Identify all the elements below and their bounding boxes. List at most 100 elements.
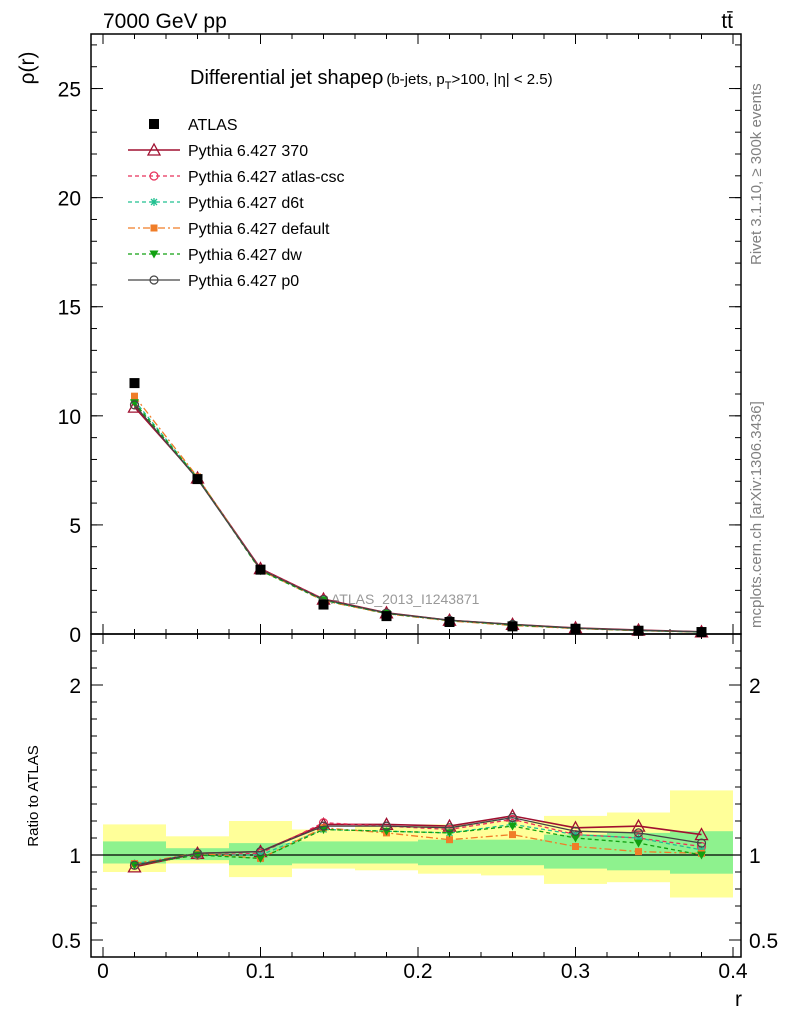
ratio-series-marker xyxy=(192,848,203,858)
ratio-y-tick-label-right: 1 xyxy=(749,845,761,868)
legend-label: Pythia 6.427 atlas-csc xyxy=(188,169,345,186)
ratio-series-marker xyxy=(318,821,329,831)
ratio-y-tick-label-left: 2 xyxy=(69,675,81,698)
ratio-series-marker-shape xyxy=(192,848,203,858)
ratio-series-marker-shape xyxy=(507,812,518,823)
ratio-y-tick-label-left: 1 xyxy=(69,845,81,868)
atlas-data-point-shape xyxy=(255,564,266,575)
ratio-series-marker-shape xyxy=(318,821,329,831)
ratio-series-marker-shape xyxy=(508,822,517,831)
x-tick-label: 0.2 xyxy=(403,960,432,983)
stat-band-bin xyxy=(418,839,481,866)
plot-title-subscript: T xyxy=(445,80,452,92)
stat-band-bin xyxy=(355,841,418,864)
legend-marker xyxy=(150,224,158,232)
ratio-series-marker-shape xyxy=(633,828,644,838)
atlas-data-point xyxy=(633,625,644,636)
analysis-watermark: ATLAS_2013_I1243871 xyxy=(331,591,480,607)
legend-entry: Pythia 6.427 d6t xyxy=(128,195,304,212)
ratio-series-marker xyxy=(130,861,139,870)
atlas-data-point-shape xyxy=(192,474,203,485)
legend-marker xyxy=(149,171,159,181)
atlas-data-point xyxy=(129,378,140,389)
atlas-data-point xyxy=(381,611,392,622)
energy-label: 7000 GeV pp xyxy=(103,10,227,33)
main-y-tick-label: 25 xyxy=(58,79,81,102)
ratio-series-marker-shape xyxy=(635,848,642,856)
ratio-series-marker-shape xyxy=(697,851,706,860)
ratio-series-marker xyxy=(446,836,453,844)
mcplots-label: mcplots.cern.ch [arXiv:1306.3436] xyxy=(748,401,765,628)
legend-entry: Pythia 6.427 370 xyxy=(128,142,308,160)
ratio-series-marker-shape xyxy=(571,834,580,843)
ratio-series-marker xyxy=(697,851,706,860)
main-series-marker-shape xyxy=(131,392,138,400)
legend-marker xyxy=(146,142,162,156)
ratio-series-marker-shape xyxy=(256,854,265,863)
x-tick-label: 0.3 xyxy=(561,960,590,983)
ratio-y-axis-label: Ratio to ATLAS xyxy=(25,745,42,846)
atlas-data-point-shape xyxy=(696,627,707,638)
atlas-data-point xyxy=(507,621,518,632)
ratio-series-marker-shape xyxy=(634,839,643,848)
atlas-data-point xyxy=(570,623,581,634)
legend-label: Pythia 6.427 d6t xyxy=(188,195,304,212)
ratio-series-line xyxy=(134,827,702,865)
ratio-series-line xyxy=(134,816,702,866)
ratio-series-marker-shape xyxy=(446,836,453,844)
main-series-marker-shape xyxy=(127,399,142,413)
ratio-series-marker xyxy=(631,818,646,832)
ratio-series-marker-shape xyxy=(572,843,579,850)
ratio-series-marker-shape xyxy=(509,831,516,839)
main-plot-panel: 0 5 10 15 20 25 ATLAS_2013_I1243871 xyxy=(58,33,742,647)
legend-marker-shape xyxy=(149,171,159,181)
x-tick-label: 0.4 xyxy=(718,960,748,983)
stat-band-bin xyxy=(481,839,544,866)
legend-label: Pythia 6.427 370 xyxy=(188,143,308,160)
main-series-line xyxy=(134,404,702,633)
ratio-series-marker xyxy=(571,834,580,843)
x-axis-label: r xyxy=(735,988,742,1011)
atlas-data-point-shape xyxy=(633,625,644,636)
ratio-series-marker xyxy=(508,822,517,831)
main-y-axis-label: ρ(r) xyxy=(16,52,39,85)
ratio-series-marker xyxy=(509,831,516,839)
ratio-series-line xyxy=(134,825,702,866)
legend-marker-shape xyxy=(150,198,158,206)
atlas-data-point-shape xyxy=(570,623,581,634)
main-y-tick-label: 10 xyxy=(58,406,81,429)
ratio-series-marker xyxy=(635,848,642,856)
ratio-series-marker xyxy=(507,812,518,823)
legend-marker-shape xyxy=(146,142,162,156)
legend-entry: Pythia 6.427 atlas-csc xyxy=(128,169,345,186)
stat-band-bin xyxy=(103,841,166,864)
legend-label: ATLAS xyxy=(188,117,238,134)
legend-entry: Pythia 6.427 p0 xyxy=(128,273,299,290)
main-series-marker xyxy=(129,400,140,410)
ratio-plot-panel: 0.5 0.5 1 1 2 2 0 0.1 0.2 0.3 0.4 xyxy=(52,633,778,983)
atlas-data-point-shape xyxy=(381,611,392,622)
atlas-data-point-shape xyxy=(507,621,518,632)
plot-title-main: Differential jet shapeρ xyxy=(190,67,383,89)
legend-entry: Pythia 6.427 dw xyxy=(128,247,302,264)
atlas-data-point-shape xyxy=(444,617,455,627)
atlas-data-point-shape xyxy=(318,599,329,610)
ratio-series-marker xyxy=(634,839,643,848)
ratio-series-marker xyxy=(256,854,265,863)
plot-title-detail-rest: >100, |η| < 2.5) xyxy=(451,71,552,88)
atlas-data-point xyxy=(444,617,455,627)
ratio-y-tick-label-left: 0.5 xyxy=(52,930,81,953)
process-label: tt̄ xyxy=(721,10,733,33)
main-series-marker xyxy=(131,392,138,400)
atlas-data-point xyxy=(192,474,203,485)
legend-marker-shape xyxy=(149,275,159,285)
legend-marker-shape xyxy=(149,250,159,259)
x-tick-label: 0 xyxy=(97,960,109,983)
legend-marker xyxy=(149,250,159,259)
ratio-series-marker xyxy=(696,838,707,848)
ratio-series-marker xyxy=(572,843,579,850)
ratio-series-marker-shape xyxy=(381,821,392,831)
rivet-version-label: Rivet 3.1.10, ≥ 300k events xyxy=(748,83,765,265)
ratio-series-marker-shape xyxy=(444,823,455,833)
